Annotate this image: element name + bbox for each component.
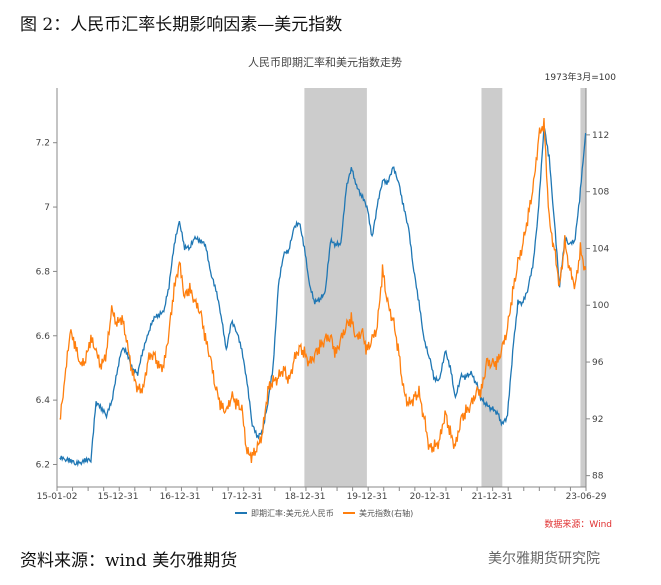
right-tick-label: 104: [592, 244, 609, 254]
x-tick-label: 21-12-31: [472, 492, 513, 502]
left-tick-label: 6.6: [36, 332, 51, 342]
shaded-period: [580, 88, 586, 487]
legend-label-dxy: 美元指数(右轴): [359, 508, 413, 518]
right-tick-label: 100: [592, 301, 609, 311]
source-note: 资料来源：wind 美尔雅期货: [20, 551, 238, 571]
left-tick-label: 7: [44, 203, 50, 213]
x-tick-label: 23-06-29: [566, 492, 607, 502]
x-tick-label: 17-12-31: [222, 492, 263, 502]
left-tick-label: 6.2: [36, 460, 50, 470]
figure-title: 图 2：人民币汇率长期影响因素—美元指数: [20, 15, 343, 35]
legend-label-cny: 即期汇率:美元兑人民币: [251, 508, 334, 518]
right-tick-label: 92: [592, 415, 603, 425]
series-line-cny: [59, 126, 587, 468]
right-tick-label: 88: [592, 472, 604, 482]
left-tick-label: 6.4: [36, 396, 51, 406]
right-tick-label: 96: [592, 358, 604, 368]
right-axis-unit: 1973年3月=100: [545, 71, 617, 83]
x-tick-label: 15-12-31: [98, 492, 139, 502]
left-tick-label: 7.2: [36, 139, 50, 149]
x-tick-label: 15-01-02: [37, 492, 78, 502]
x-tick-label: 18-12-31: [285, 492, 326, 502]
data-source-note: 数据来源：Wind: [544, 518, 612, 530]
x-tick-label: 16-12-31: [160, 492, 201, 502]
watermark: 美尔雅期货研究院: [488, 551, 600, 567]
right-tick-label: 112: [592, 131, 609, 141]
left-tick-label: 6.8: [36, 267, 51, 277]
legend: 即期汇率:美元兑人民币 美元指数(右轴): [235, 508, 413, 518]
series-line-dxy: [59, 117, 587, 463]
right-tick-label: 108: [592, 188, 609, 198]
shaded-period: [304, 88, 367, 487]
chart-title: 人民币即期汇率和美元指数走势: [248, 55, 402, 69]
shaded-period: [481, 88, 503, 487]
x-tick-label: 20-12-31: [410, 492, 451, 502]
x-tick-label: 19-12-31: [347, 492, 388, 502]
